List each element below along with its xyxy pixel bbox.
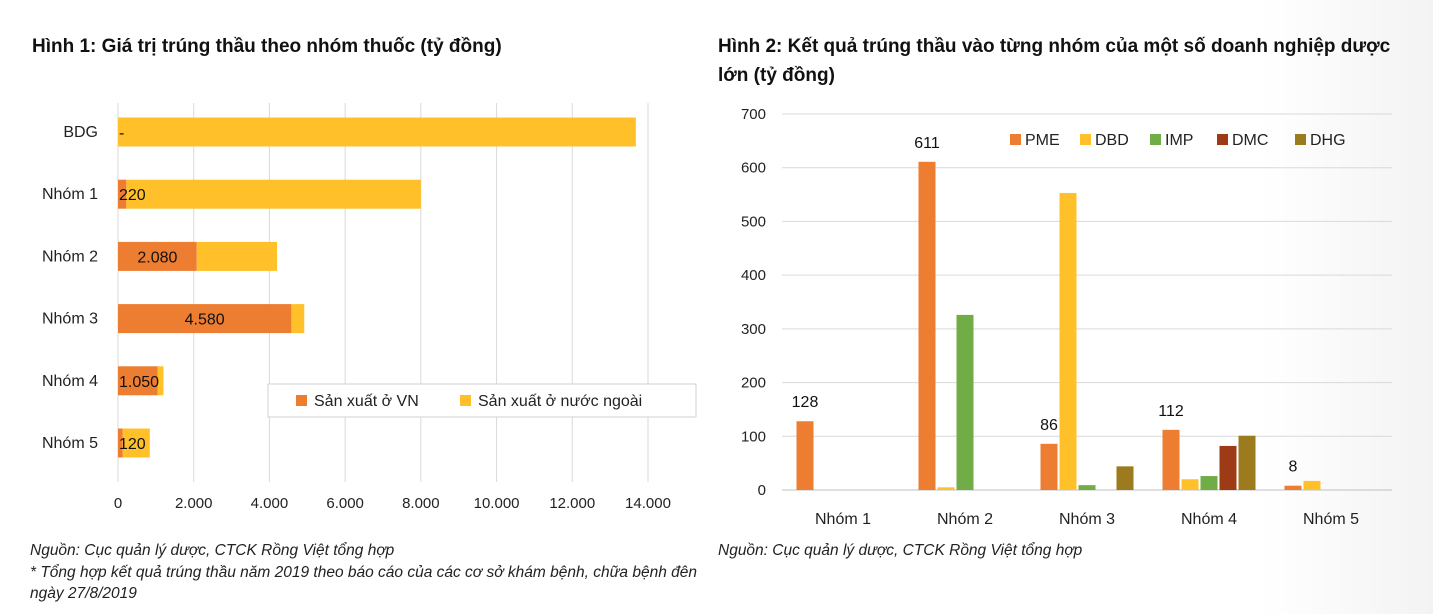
legend-swatch bbox=[460, 395, 471, 406]
y-tick-label: 200 bbox=[741, 375, 766, 392]
bar-imp bbox=[1078, 485, 1096, 490]
x-tick-label: 8.000 bbox=[402, 495, 440, 512]
legend-label: DHG bbox=[1310, 132, 1346, 149]
legend-swatch bbox=[1080, 134, 1091, 145]
category-label: Nhóm 4 bbox=[42, 373, 98, 390]
bar-foreign bbox=[291, 304, 305, 334]
bar-domestic bbox=[118, 179, 127, 209]
data-label: 611 bbox=[914, 135, 940, 152]
data-label: 220 bbox=[119, 187, 146, 204]
legend-swatch bbox=[1150, 134, 1161, 145]
x-tick-label: 0 bbox=[114, 495, 122, 512]
category-label: Nhóm 3 bbox=[1059, 511, 1115, 528]
category-label: Nhóm 1 bbox=[815, 511, 871, 528]
x-tick-label: 12.000 bbox=[549, 495, 595, 512]
legend-label: DBD bbox=[1095, 132, 1129, 149]
category-label: Nhóm 2 bbox=[42, 248, 98, 265]
legend-label: Sản xuất ở nước ngoài bbox=[478, 393, 642, 410]
legend-swatch bbox=[296, 395, 307, 406]
bar-pme bbox=[1040, 443, 1058, 490]
category-label: Nhóm 2 bbox=[937, 511, 993, 528]
figure1-source: Nguồn: Cục quản lý dược, CTCK Rồng Việt … bbox=[30, 542, 395, 559]
category-label: Nhóm 1 bbox=[42, 186, 98, 203]
figure1-footnote: * Tổng hợp kết quả trúng thầu năm 2019 t… bbox=[30, 564, 697, 602]
bar-foreign bbox=[196, 241, 277, 271]
bar-dbd bbox=[1303, 480, 1321, 490]
bar-domestic bbox=[118, 366, 158, 396]
bar-domestic bbox=[118, 428, 123, 458]
y-tick-label: 700 bbox=[741, 106, 766, 123]
bar-dbd bbox=[1059, 192, 1077, 490]
legend-box bbox=[267, 383, 697, 418]
legend-swatch bbox=[1010, 134, 1021, 145]
bar-imp bbox=[1200, 476, 1218, 490]
category-label: Nhóm 5 bbox=[1303, 511, 1359, 528]
figure2-source: Nguồn: Cục quản lý dược, CTCK Rồng Việt … bbox=[718, 542, 1083, 559]
y-tick-label: 500 bbox=[741, 213, 766, 230]
figure2-title: Hình 2: Kết quả trúng thầu vào từng nhóm… bbox=[718, 36, 1391, 86]
data-label: 86 bbox=[1040, 417, 1058, 434]
bar-foreign bbox=[126, 179, 421, 209]
y-tick-label: 300 bbox=[741, 321, 766, 338]
y-tick-label: 400 bbox=[741, 267, 766, 284]
category-label: Nhóm 5 bbox=[42, 435, 98, 452]
data-label: 8 bbox=[1289, 459, 1298, 476]
bar-domestic bbox=[118, 304, 292, 334]
bar-dbd bbox=[1181, 479, 1199, 490]
legend-label: DMC bbox=[1232, 132, 1268, 149]
legend-swatch bbox=[1217, 134, 1228, 145]
bar-foreign bbox=[118, 117, 636, 147]
bar-foreign bbox=[122, 428, 150, 458]
bar-pme bbox=[1162, 429, 1180, 490]
bar-dmc bbox=[1219, 445, 1237, 490]
chart1-svg: 0 2.000 4.000 6.000 8.000 10.000 12.000 14.000 B… bbox=[42, 103, 697, 512]
bar-pme bbox=[796, 421, 814, 490]
x-tick-label: 4.000 bbox=[251, 495, 289, 512]
bar-pme bbox=[1284, 485, 1302, 490]
x-tick-label: 10.000 bbox=[474, 495, 520, 512]
bar-imp bbox=[956, 314, 974, 490]
x-tick-label: 6.000 bbox=[326, 495, 364, 512]
x-tick-label: 2.000 bbox=[175, 495, 213, 512]
y-tick-label: 100 bbox=[741, 428, 766, 445]
data-label: 4.580 bbox=[185, 312, 225, 329]
legend-label: Sản xuất ở VN bbox=[314, 393, 419, 410]
data-label: 120 bbox=[119, 436, 146, 453]
y-tick-label: 0 bbox=[758, 482, 766, 499]
bar-foreign bbox=[157, 366, 164, 396]
legend-swatch bbox=[1295, 134, 1306, 145]
data-label: 1.050 bbox=[119, 374, 159, 391]
figure1-title: Hình 1: Giá trị trúng thầu theo nhóm thu… bbox=[32, 36, 502, 57]
data-label: 112 bbox=[1158, 403, 1184, 420]
category-label: BDG bbox=[63, 124, 98, 141]
category-label: Nhóm 3 bbox=[42, 311, 98, 328]
legend-label: IMP bbox=[1165, 132, 1193, 149]
bar-dhg bbox=[1116, 466, 1134, 490]
legend-label: PME bbox=[1025, 132, 1060, 149]
chart2-svg: 0 100 200 300 400 500 600 700 Nhóm 1 Nhóm 2 Nhóm 3… bbox=[741, 106, 1392, 528]
bar-pme bbox=[918, 161, 936, 490]
bar-dhg bbox=[1238, 435, 1256, 490]
data-label: - bbox=[119, 125, 124, 142]
bar-dbd bbox=[937, 487, 955, 490]
y-tick-label: 600 bbox=[741, 160, 766, 177]
category-label: Nhóm 4 bbox=[1181, 511, 1237, 528]
x-tick-label: 14.000 bbox=[625, 495, 671, 512]
bar-domestic bbox=[118, 241, 197, 271]
data-label: 128 bbox=[792, 394, 819, 411]
data-label: 2.080 bbox=[137, 249, 177, 266]
